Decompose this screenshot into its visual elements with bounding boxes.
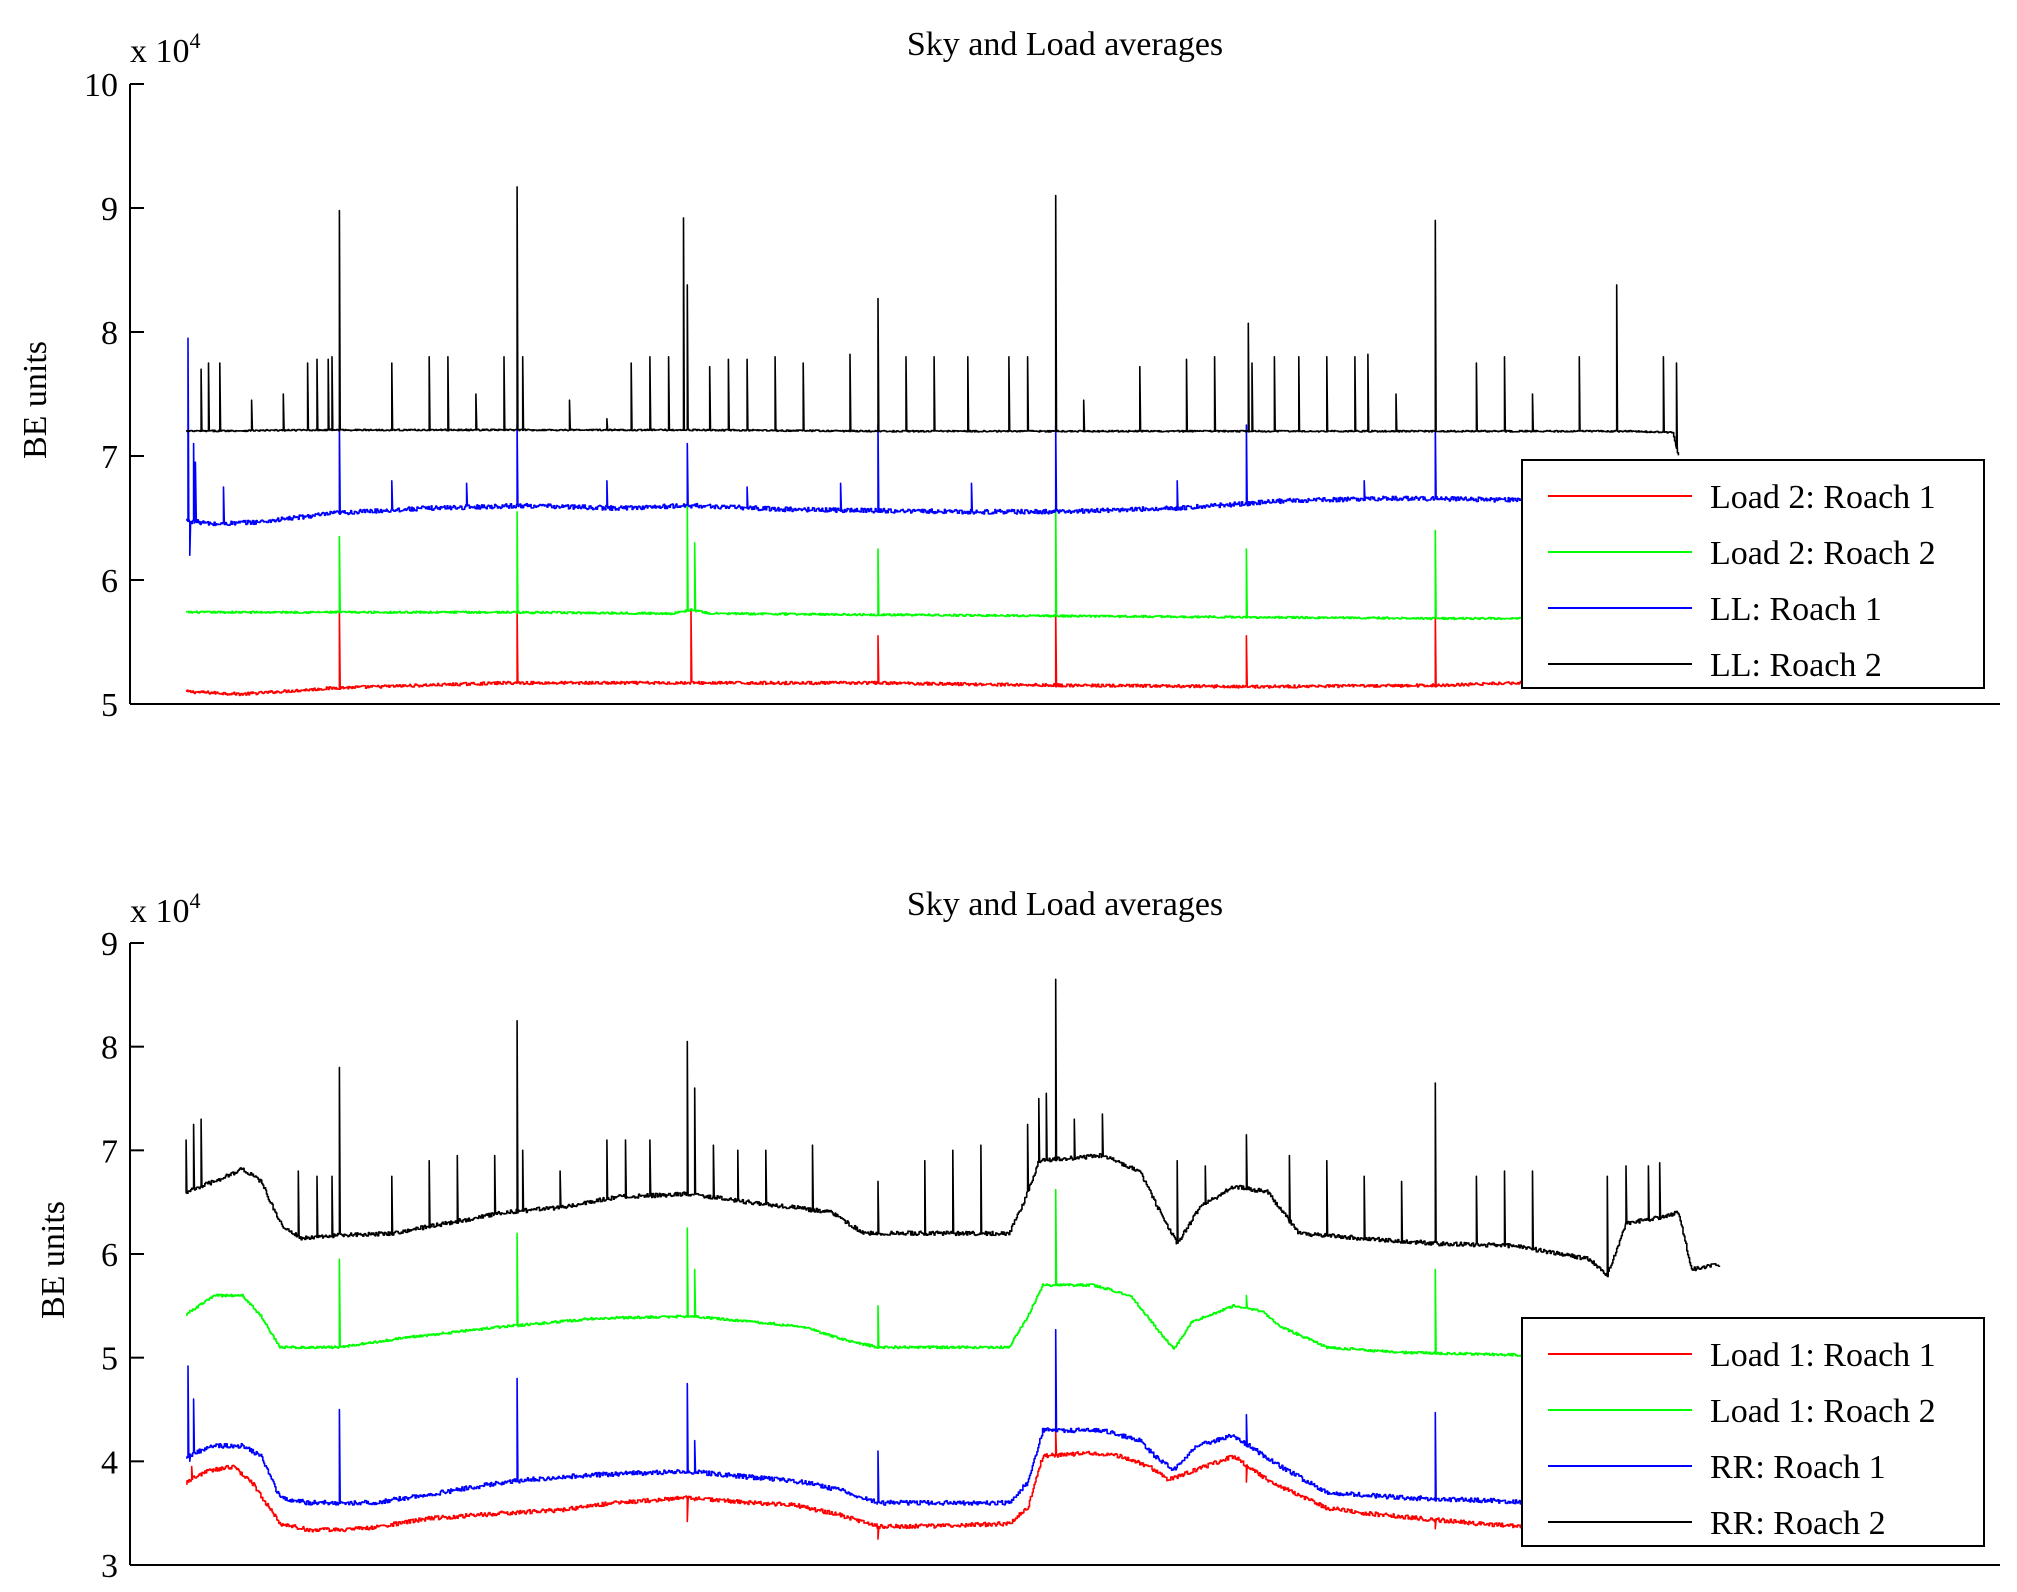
plot-area-top bbox=[186, 186, 1777, 697]
series-line-4 bbox=[185, 978, 1721, 1278]
legend-label-1: Load 2: Roach 1 bbox=[1710, 479, 1936, 516]
chart-panel-top: x 104 Sky and Load averages BE units 5 6 7… bbox=[17, 26, 2000, 724]
series-line-4 bbox=[186, 186, 1680, 456]
chart-title-bottom: Sky and Load averages bbox=[907, 886, 1223, 923]
legend-label-3: RR: Roach 1 bbox=[1710, 1449, 1886, 1486]
series-line-2 bbox=[186, 1188, 1627, 1360]
chart-panel-bottom: x 104 Sky and Load averages BE units 3 4 5… bbox=[35, 886, 2000, 1585]
chart-title-top: Sky and Load averages bbox=[907, 26, 1223, 63]
y-tick-label: 7 bbox=[101, 439, 118, 476]
y-tick-label: 8 bbox=[101, 315, 118, 352]
legend-box bbox=[1521, 459, 1985, 689]
y-axis-label-bottom: BE units bbox=[35, 1201, 72, 1319]
y-multiplier-bottom: x 104 bbox=[130, 888, 201, 930]
legend-label-4: LL: Roach 2 bbox=[1710, 647, 1882, 684]
y-tick-label: 10 bbox=[84, 67, 118, 104]
y-tick-label: 7 bbox=[101, 1133, 118, 1170]
legend-label-2: Load 2: Roach 2 bbox=[1710, 535, 1936, 572]
legend-label-2: Load 1: Roach 2 bbox=[1710, 1393, 1936, 1430]
y-tick-label: 9 bbox=[101, 926, 118, 963]
y-axis-label-top: BE units bbox=[17, 341, 54, 459]
plot-area-bottom bbox=[185, 978, 1721, 1540]
legend-top: Load 2: Roach 1 Load 2: Roach 2 LL: Roach … bbox=[1521, 459, 1985, 689]
y-multiplier-top: x 104 bbox=[130, 28, 201, 70]
y-tick-label: 8 bbox=[101, 1030, 118, 1067]
legend-bottom: Load 1: Roach 1 Load 1: Roach 2 RR: Roach … bbox=[1521, 1317, 1985, 1547]
y-tick-label: 9 bbox=[101, 191, 118, 228]
y-tick-label: 5 bbox=[101, 687, 118, 724]
series-line-3 bbox=[186, 337, 1609, 556]
axes-bottom: 3 4 5 6 7 8 9 bbox=[101, 926, 2000, 1585]
y-tick-label: 6 bbox=[101, 563, 118, 600]
legend-label-1: Load 1: Roach 1 bbox=[1710, 1337, 1936, 1374]
series-line-3 bbox=[186, 1328, 1627, 1506]
legend-label-3: LL: Roach 1 bbox=[1710, 591, 1882, 628]
y-tick-label: 4 bbox=[101, 1444, 118, 1481]
y-tick-label: 6 bbox=[101, 1237, 118, 1274]
axes-top: 5 6 7 8 9 10 bbox=[84, 67, 2000, 724]
legend-label-4: RR: Roach 2 bbox=[1710, 1505, 1886, 1542]
series-line-1 bbox=[186, 1429, 1627, 1540]
series-line-2 bbox=[186, 504, 1552, 621]
legend-box bbox=[1521, 1317, 1985, 1547]
y-tick-label: 5 bbox=[101, 1341, 118, 1378]
y-tick-label: 3 bbox=[101, 1548, 118, 1585]
series-line-1 bbox=[186, 610, 1777, 697]
